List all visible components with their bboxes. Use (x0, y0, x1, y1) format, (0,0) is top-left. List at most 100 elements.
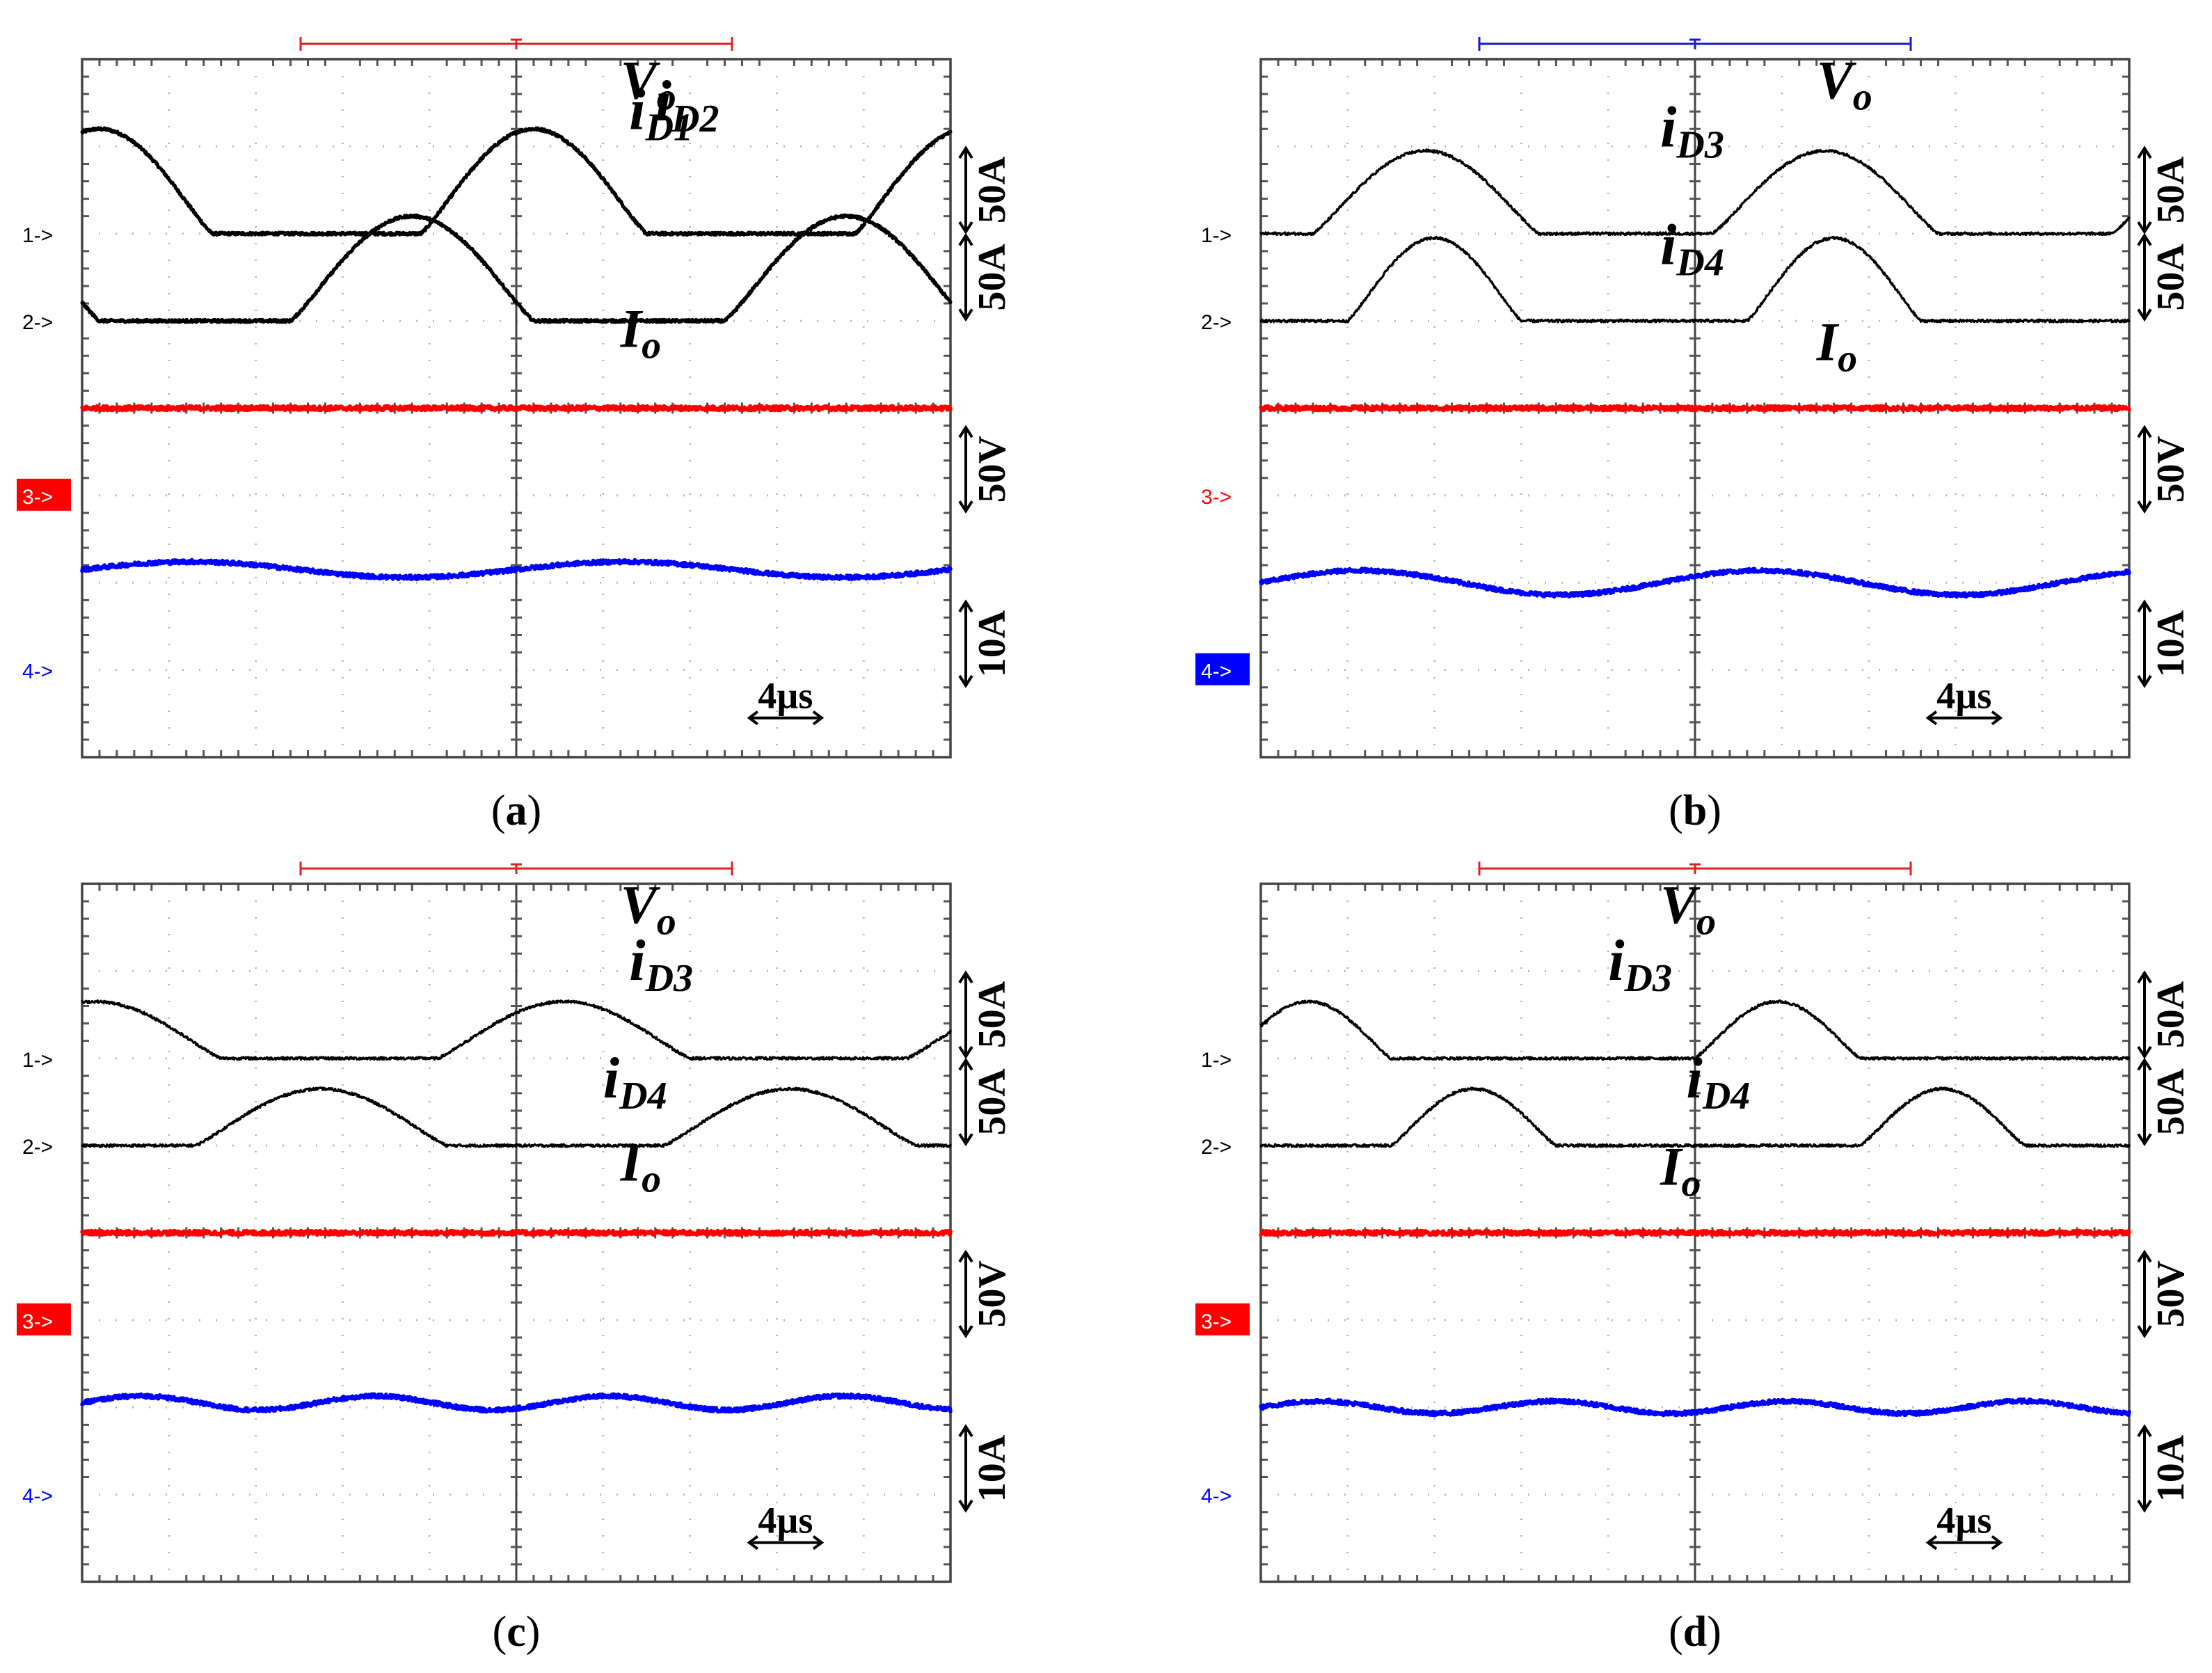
label-sub: D4 (619, 1075, 667, 1118)
channel-marker-4: 4-> (1201, 660, 1232, 683)
channel-marker-2: 2-> (22, 1136, 53, 1159)
label-main: V (1817, 49, 1857, 110)
caption-b: (b) (1669, 787, 1721, 834)
scale-label-2: 50A (971, 1068, 1014, 1136)
scale-label-1: 50A (2149, 981, 2193, 1048)
caption-letter: d (1683, 1608, 1707, 1656)
trace-v-o (80, 404, 953, 413)
channel-marker-1: 1-> (1201, 1049, 1232, 1072)
label-sub: o (1681, 1162, 1701, 1205)
trigger-bar-caps (299, 862, 733, 875)
time-div-label: 4µs (1936, 675, 1991, 717)
scale-label-3: 50V (2149, 1260, 2193, 1327)
trace-i-o (1259, 566, 2131, 599)
trace-i-o (80, 557, 953, 582)
label-sub: o (642, 324, 661, 367)
label-sub: D4 (1702, 1075, 1750, 1118)
caption-d: (d) (1669, 1608, 1721, 1656)
caption-letter: a (506, 787, 527, 834)
label-i-o: Io (1816, 312, 1857, 381)
scale-arrow-3 (2137, 1249, 2152, 1338)
scale-label-2: 50A (2149, 244, 2193, 311)
label-main: V (621, 49, 661, 110)
scale-arrow-4 (958, 599, 973, 688)
scale-label-3: 50V (971, 1260, 1014, 1327)
trace-i-d4 (1259, 1086, 2131, 1148)
label-sub: D1 (645, 106, 693, 149)
trace-i-d2 (80, 213, 953, 324)
channel-marker-3: 3-> (22, 486, 53, 509)
channel-marker-3: 3-> (1201, 1310, 1232, 1333)
trigger-bar (299, 37, 733, 51)
trigger-bar-caps (1478, 37, 1912, 51)
trace-i-o (80, 1392, 953, 1414)
trace-i-d3 (81, 999, 952, 1061)
channel-marker-3: 3-> (22, 1310, 53, 1333)
time-div-label: 4µs (758, 675, 813, 717)
scale-arrow-3 (958, 425, 973, 514)
scale-label-3: 50V (971, 436, 1014, 502)
label-main: i (603, 1046, 619, 1111)
scale-label-1: 50A (971, 156, 1014, 223)
label-sub: o (657, 75, 676, 118)
time-div-label: 4µs (1936, 1500, 1991, 1541)
label-i-d4: iD4 (1660, 213, 1724, 285)
label-main: i (1660, 213, 1676, 278)
scale-label-4: 10A (2149, 1434, 2193, 1502)
caption-close: ) (1707, 787, 1721, 834)
scale-arrow-1 (958, 145, 973, 235)
scale-label-3: 50V (2149, 436, 2193, 502)
scale-arrow-1 (2137, 145, 2152, 235)
label-main: i (629, 77, 645, 142)
channel-marker-2: 2-> (1201, 311, 1232, 334)
trigger-bar-caps (299, 37, 733, 51)
label-main: i (655, 69, 671, 134)
label-main: I (620, 1132, 644, 1192)
channel-marker-1: 1-> (22, 224, 53, 247)
caption-close: ) (526, 1608, 541, 1656)
label-v-o: Vo (621, 49, 676, 118)
marker-box-ch3 (1195, 1303, 1250, 1335)
time-div-arrow (1925, 1535, 2003, 1551)
trace-i-d3 (1259, 148, 2131, 237)
label-sub: D3 (1624, 957, 1672, 1000)
scale-arrow-3 (958, 1249, 973, 1338)
label-sub: o (1853, 75, 1872, 118)
channel-marker-4: 4-> (22, 1485, 53, 1508)
time-div-label: 4µs (758, 1500, 813, 1541)
scale-arrow-4 (2137, 599, 2152, 688)
channel-marker-2: 2-> (22, 311, 53, 334)
caption-letter: c (507, 1608, 526, 1656)
marker-box-ch4 (1195, 653, 1250, 685)
channel-marker-4: 4-> (22, 660, 53, 683)
scale-label-2: 50A (2149, 1068, 2193, 1136)
caption-open: ( (493, 1608, 507, 1656)
scale-label-4: 10A (2149, 610, 2193, 677)
label-i-o: Io (1660, 1136, 1701, 1205)
label-sub: D3 (645, 957, 693, 1000)
label-main: i (1687, 1046, 1703, 1111)
scale-label-1: 50A (971, 981, 1014, 1048)
label-main: I (620, 299, 644, 359)
label-sub: D2 (671, 97, 719, 141)
scale-arrow-4 (2137, 1424, 2152, 1513)
label-main: I (1660, 1136, 1683, 1197)
channel-marker-3: 3-> (1201, 486, 1232, 509)
label-main: V (621, 874, 661, 935)
trigger-bar (299, 862, 733, 875)
scale-arrow-4 (958, 1424, 973, 1513)
time-div-arrow (1925, 710, 2003, 726)
caption-a: (a) (491, 787, 541, 834)
time-div-arrow (747, 710, 825, 726)
time-div-arrow (747, 1535, 825, 1551)
label-main: i (1608, 928, 1624, 993)
caption-open: ( (491, 787, 506, 834)
trace-i-d4 (1259, 235, 2131, 324)
trace-v-o (80, 1228, 953, 1237)
trigger-bar (1478, 37, 1912, 51)
